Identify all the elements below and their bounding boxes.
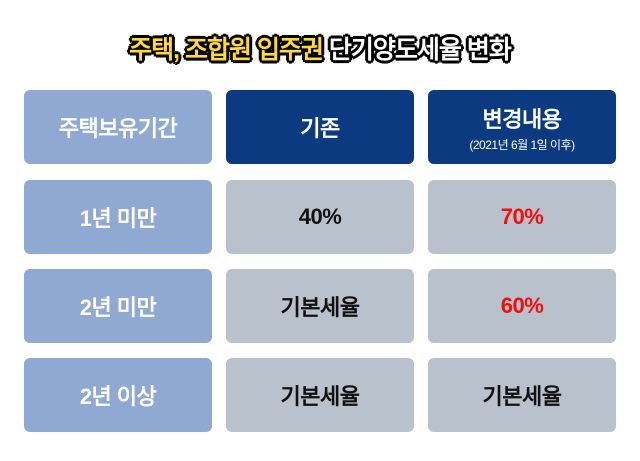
header-after: 변경내용 (2021년 6월 1일 이후): [428, 90, 616, 164]
header-label: 변경내용: [482, 106, 562, 132]
header-before: 기존: [226, 90, 414, 164]
after-value: 70%: [500, 204, 544, 229]
header-sublabel: (2021년 6월 1일 이후): [469, 137, 575, 152]
title-highlight: 주택, 조합원 입주권: [129, 36, 324, 64]
row-before: 40%: [226, 180, 414, 254]
header-holding-period: 주택보유기간: [24, 90, 212, 164]
row-after: 60%: [428, 269, 616, 343]
page-title: 주택, 조합원 입주권 단기양도세율 변화: [0, 30, 640, 66]
period-label: 2년 이상: [79, 384, 157, 409]
before-value: 40%: [298, 204, 342, 229]
row-period: 2년 이상: [24, 358, 212, 432]
row-before: 기본세율: [226, 358, 414, 432]
row-period: 1년 미만: [24, 180, 212, 254]
row-after: 기본세율: [428, 358, 616, 432]
after-value: 60%: [500, 293, 544, 318]
period-label: 1년 미만: [79, 206, 157, 231]
row-after: 70%: [428, 180, 616, 254]
header-label: 주택보유기간: [58, 116, 178, 141]
row-before: 기본세율: [226, 269, 414, 343]
after-value: 기본세율: [482, 384, 562, 409]
title-rest: 단기양도세율 변화: [328, 36, 512, 64]
header-label: 기존: [300, 116, 340, 141]
before-value: 기본세율: [280, 384, 360, 409]
row-period: 2년 미만: [24, 269, 212, 343]
period-label: 2년 미만: [79, 295, 157, 320]
before-value: 기본세율: [280, 295, 360, 320]
